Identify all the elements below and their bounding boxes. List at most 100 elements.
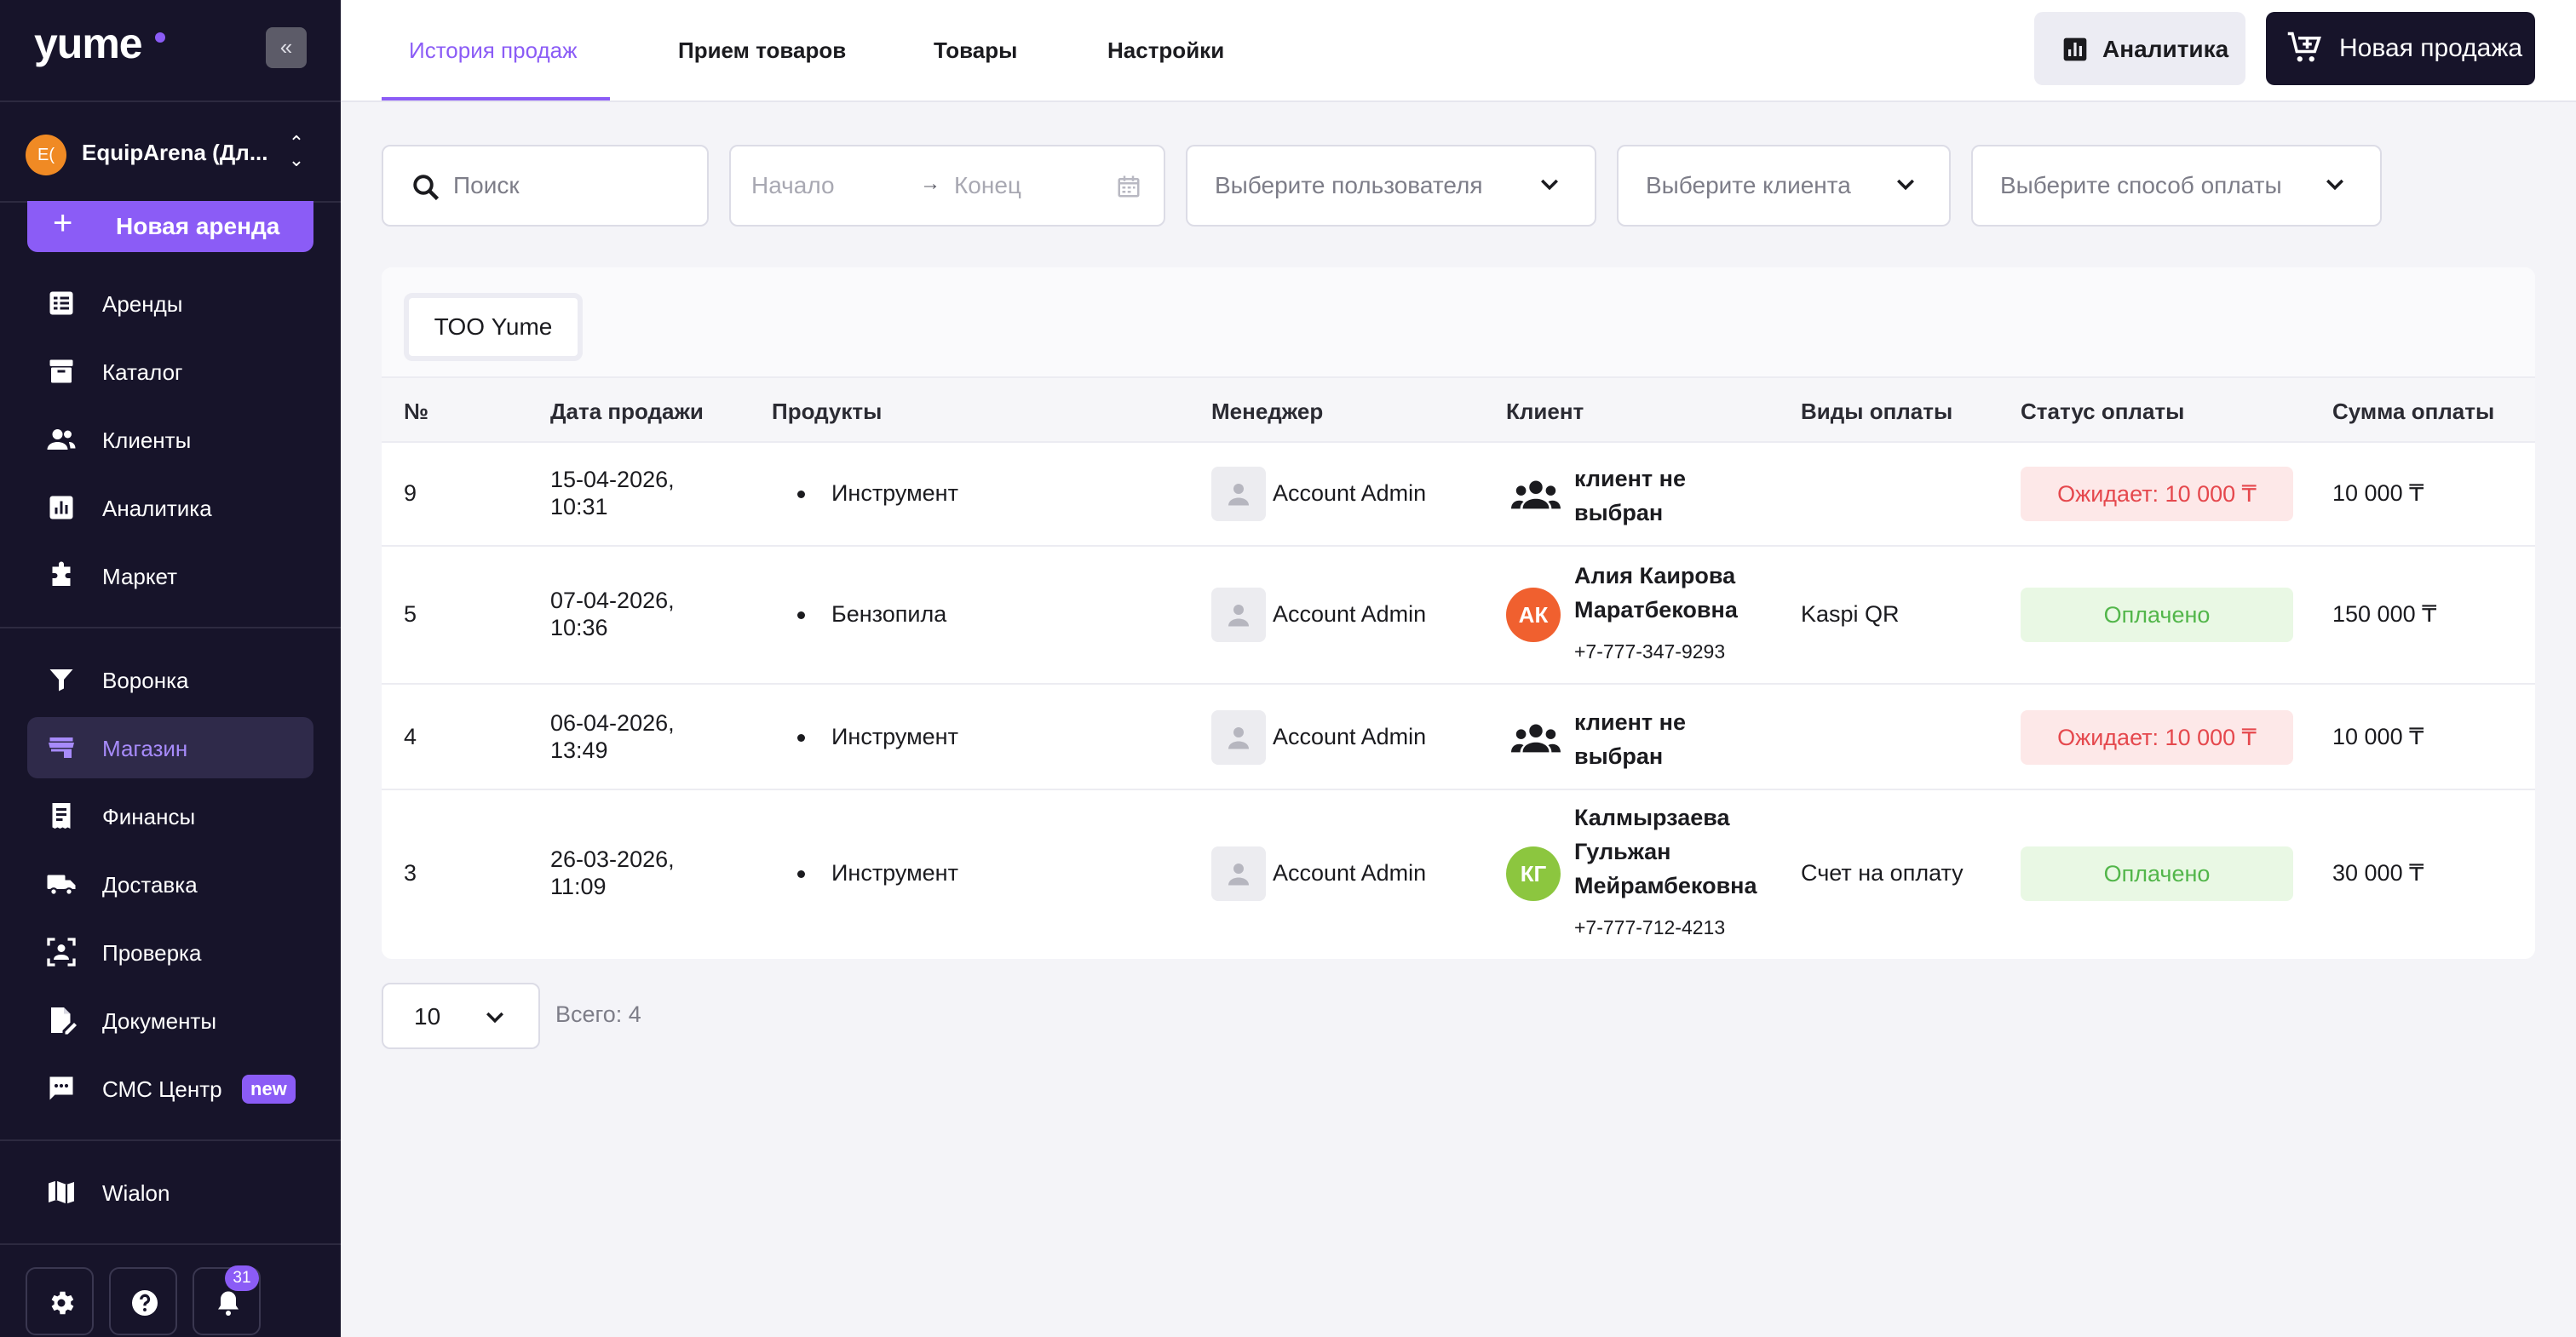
company-tab[interactable]: ТОО Yume xyxy=(404,293,583,361)
client-name: Алия Каирова xyxy=(1574,563,1736,588)
column-header[interactable]: Клиент xyxy=(1506,399,1584,424)
product-name: Бензопила xyxy=(831,601,947,627)
chevron-down-icon xyxy=(2326,179,2343,191)
new-badge: new xyxy=(242,1075,296,1104)
payment-amount: 10 000 ₸ xyxy=(2332,480,2424,506)
column-header[interactable]: № xyxy=(404,399,428,424)
tab-products[interactable]: Товары xyxy=(934,37,1018,63)
chevron-down-icon xyxy=(486,1012,503,1024)
sidebar-item-store[interactable]: Магазин xyxy=(27,717,313,778)
document-edit-icon xyxy=(51,1007,77,1035)
new-rent-label: Новая аренда xyxy=(116,213,280,239)
archive-icon xyxy=(49,359,73,383)
tab-settings[interactable]: Настройки xyxy=(1107,37,1225,63)
bullet xyxy=(797,870,805,878)
sidebar-item-label: Клиенты xyxy=(102,427,192,453)
sale-number: 9 xyxy=(404,480,417,506)
sale-number: 4 xyxy=(404,724,417,749)
payment-type: Счет на оплату xyxy=(1801,860,1964,886)
settings-button[interactable] xyxy=(26,1267,94,1335)
sidebar-item-funnel[interactable]: Воронка xyxy=(27,649,313,710)
client-select[interactable]: Выберите клиента xyxy=(1617,145,1951,227)
client-name: клиент не xyxy=(1574,709,1686,735)
client-name: клиент не xyxy=(1574,466,1686,491)
payment-method-select[interactable]: Выберите способ оплаты xyxy=(1971,145,2382,227)
sidebar-item-finance[interactable]: Финансы xyxy=(27,785,313,846)
puzzle-icon xyxy=(52,561,71,586)
arrow-right-icon: → xyxy=(920,172,940,195)
bullet xyxy=(797,611,805,619)
date-start-placeholder: Начало xyxy=(751,172,835,198)
account-avatar: E( xyxy=(26,135,66,175)
client-avatar: КГ xyxy=(1506,846,1561,901)
sidebar-item-documents[interactable]: Документы xyxy=(27,990,313,1051)
tab-sales-history[interactable]: История продаж xyxy=(409,37,578,63)
sms-icon xyxy=(49,1076,73,1100)
sidebar-item-wialon[interactable]: Wialon xyxy=(27,1162,313,1223)
column-header[interactable]: Дата продажи xyxy=(550,399,704,424)
sidebar-item-label: Документы xyxy=(102,1008,217,1034)
column-header[interactable]: Продукты xyxy=(772,399,883,424)
store-icon xyxy=(49,737,74,758)
payment-select-placeholder: Выберите способ оплаты xyxy=(2000,172,2282,198)
help-icon xyxy=(132,1290,158,1316)
manager-name: Account Admin xyxy=(1273,860,1427,886)
sidebar-item-rentals[interactable]: Аренды xyxy=(27,273,313,334)
search-input[interactable]: Поиск xyxy=(382,145,709,227)
face-scan-icon xyxy=(47,938,76,967)
analytics-button[interactable]: Аналитика xyxy=(2034,12,2245,85)
table-row[interactable]: 3 26-03-2026, 11:09 Инструмент Account A… xyxy=(382,790,2535,959)
tab-goods-receipt[interactable]: Прием товаров xyxy=(678,37,847,63)
sidebar-item-catalog[interactable]: Каталог xyxy=(27,341,313,402)
sidebar-item-label: Каталог xyxy=(102,359,183,385)
group-icon xyxy=(1511,724,1561,753)
status-badge: Ожидает: 10 000 ₸ xyxy=(2021,467,2293,521)
column-header[interactable]: Менеджер xyxy=(1211,399,1324,424)
sidebar-divider xyxy=(0,1139,341,1141)
sale-date: 15-04-2026, xyxy=(550,467,675,492)
gear-icon xyxy=(51,1291,74,1315)
status-badge: Ожидает: 10 000 ₸ xyxy=(2021,710,2293,765)
plus-icon: + xyxy=(53,204,73,242)
sales-table-card: ТОО Yume № Дата продажи Продукты Менедже… xyxy=(382,267,2535,959)
chart-icon xyxy=(49,496,73,519)
table-row[interactable]: 5 07-04-2026, 10:36 Бензопила Account Ad… xyxy=(382,547,2535,685)
table-row[interactable]: 4 06-04-2026, 13:49 Инструмент Account A… xyxy=(382,685,2535,790)
sidebar-item-label: Финансы xyxy=(102,804,196,829)
user-select[interactable]: Выберите пользователя xyxy=(1186,145,1596,227)
sidebar-item-clients[interactable]: Клиенты xyxy=(27,409,313,470)
sidebar-item-analytics[interactable]: Аналитика xyxy=(27,477,313,538)
new-rent-button[interactable]: + Новая аренда xyxy=(27,201,313,252)
sale-number: 3 xyxy=(404,860,417,886)
product-name: Инструмент xyxy=(831,724,958,749)
help-button[interactable] xyxy=(109,1267,177,1335)
sidebar-item-verification[interactable]: Проверка xyxy=(27,921,313,983)
payment-amount: 30 000 ₸ xyxy=(2332,860,2424,886)
table-row[interactable]: 9 15-04-2026, 10:31 Инструмент Account A… xyxy=(382,443,2535,547)
sidebar-item-delivery[interactable]: Доставка xyxy=(27,853,313,915)
funnel-icon xyxy=(49,669,73,691)
column-header[interactable]: Сумма оплаты xyxy=(2332,399,2495,424)
page-size-select[interactable]: 10 xyxy=(382,983,540,1049)
sale-date: 07-04-2026, xyxy=(550,588,675,613)
receipt-icon xyxy=(52,803,71,829)
bullet xyxy=(797,734,805,742)
total-count: Всего: 4 xyxy=(555,1001,641,1027)
list-icon xyxy=(49,291,73,315)
search-placeholder: Поиск xyxy=(453,172,520,198)
column-header[interactable]: Виды оплаты xyxy=(1801,399,1953,424)
group-icon xyxy=(1511,480,1561,509)
user-icon xyxy=(1228,727,1249,749)
client-name: Маратбековна xyxy=(1574,597,1738,623)
column-header[interactable]: Статус оплаты xyxy=(2021,399,2185,424)
analytics-button-label: Аналитика xyxy=(2102,36,2229,62)
manager-avatar xyxy=(1211,467,1266,521)
sidebar-item-sms[interactable]: СМС Центр new xyxy=(27,1058,313,1119)
collapse-sidebar-button[interactable]: « xyxy=(266,27,307,68)
manager-name: Account Admin xyxy=(1273,601,1427,627)
sidebar-item-market[interactable]: Маркет xyxy=(27,545,313,606)
users-icon xyxy=(47,429,76,450)
date-range-picker[interactable]: Начало → Конец xyxy=(729,145,1165,227)
chevron-updown-icon[interactable]: ⌃ ⌄ xyxy=(288,132,305,170)
new-sale-button[interactable]: Новая продажа xyxy=(2266,12,2535,85)
